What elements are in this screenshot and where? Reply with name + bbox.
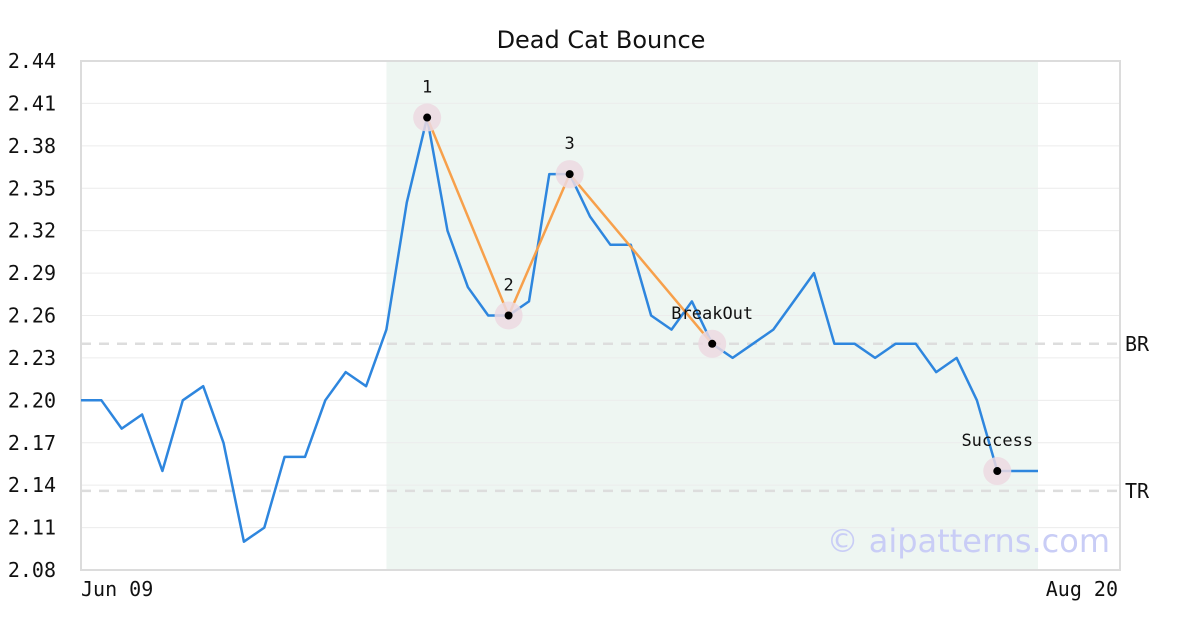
axis-labels-layer: 2.44 2.41 2.38 2.35 2.32 2.29 2.26 2.23 2.20 2.17… — [8, 49, 1118, 601]
y-tick-label: 2.17 — [8, 431, 56, 455]
y-tick-label: 2.20 — [8, 388, 56, 412]
reference-line-label: BR — [1125, 332, 1150, 356]
pattern-point — [708, 339, 717, 348]
pattern-lines-layer — [425, 117, 714, 345]
x-tick-label: Jun 09 — [81, 577, 153, 601]
pattern-point — [993, 467, 1002, 476]
pattern-point-label: Success — [961, 431, 1033, 451]
pattern-line — [507, 173, 571, 316]
pattern-line — [425, 117, 510, 316]
y-tick-label: 2.23 — [8, 346, 56, 370]
y-tick-label: 2.44 — [8, 49, 56, 73]
chart-title: Dead Cat Bounce — [497, 26, 706, 54]
pattern-point-label: BreakOut — [671, 304, 753, 324]
pattern-markers-layer: 1 2 3 BreakOut Success — [413, 78, 1033, 486]
x-tick-label: Aug 20 — [1046, 577, 1118, 601]
pattern-point — [565, 170, 574, 179]
plot-border — [80, 60, 1121, 571]
reference-lines-layer: BR TR — [81, 332, 1150, 503]
pattern-point-label: 1 — [422, 78, 432, 98]
pattern-point — [504, 311, 513, 320]
y-tick-label: 2.38 — [8, 134, 56, 158]
y-tick-label: 2.11 — [8, 516, 56, 540]
y-tick-label: 2.35 — [8, 176, 56, 200]
y-tick-label: 2.08 — [8, 558, 56, 582]
reference-line-label: TR — [1125, 479, 1150, 503]
pattern-line — [568, 173, 714, 345]
pattern-point — [423, 113, 432, 122]
watermark: © aipatterns.com — [827, 522, 1110, 560]
y-tick-label: 2.26 — [8, 304, 56, 328]
pattern-point-label: 2 — [503, 276, 513, 296]
y-tick-label: 2.14 — [8, 473, 56, 497]
y-tick-label: 2.32 — [8, 219, 56, 243]
y-tick-label: 2.41 — [8, 91, 56, 115]
y-tick-label: 2.29 — [8, 261, 56, 285]
pattern-point-label: 3 — [565, 134, 575, 154]
